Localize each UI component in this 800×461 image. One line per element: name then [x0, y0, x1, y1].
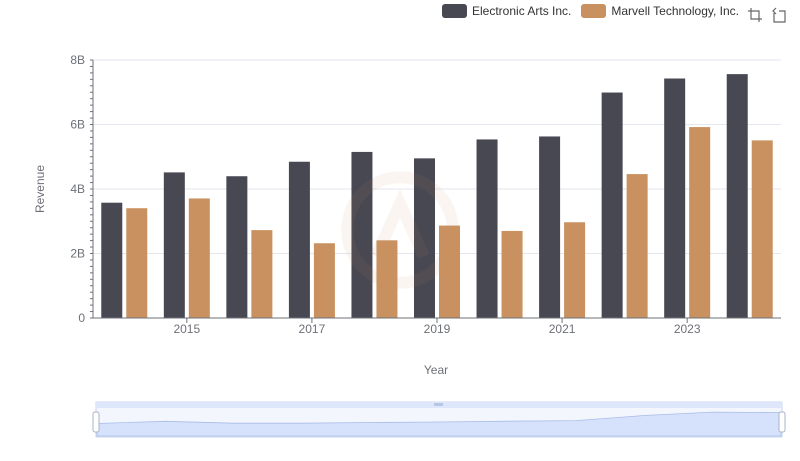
legend-label-electronic-arts: Electronic Arts Inc.	[472, 4, 572, 18]
bar-electronic-arts-2015[interactable]	[163, 172, 185, 318]
x-axis: 2015 2017 2019 2021 2023	[92, 60, 781, 336]
bar-marvell-2023[interactable]	[689, 127, 711, 318]
zoom-handle-right[interactable]	[778, 411, 786, 433]
legend-swatch-electronic-arts	[442, 4, 467, 18]
bar-marvell-2020[interactable]	[501, 230, 523, 318]
y-tick-label: 0	[78, 311, 85, 325]
x-tick-label: 2015	[173, 322, 200, 336]
y-tick-label: 2B	[70, 247, 85, 261]
y-tick-label: 8B	[70, 53, 85, 67]
bar-electronic-arts-2024[interactable]	[726, 74, 748, 318]
y-axis-ticks: 0 2B 4B 6B 8B	[70, 53, 93, 325]
legend-item-electronic-arts[interactable]: Electronic Arts Inc.	[442, 4, 571, 18]
bar-electronic-arts-2014[interactable]	[101, 202, 123, 318]
x-tick-label: 2017	[299, 322, 326, 336]
bar-marvell-2019[interactable]	[439, 225, 460, 318]
bar-electronic-arts-2016[interactable]	[226, 176, 248, 318]
bar-marvell-2024[interactable]	[751, 140, 773, 318]
x-tick-label: 2019	[424, 322, 451, 336]
watermark-logo-icon	[341, 171, 459, 289]
zoom-preview-area	[96, 411, 782, 437]
y-tick-label: 4B	[70, 182, 85, 196]
bar-marvell-2021[interactable]	[564, 222, 586, 318]
bar-marvell-2014[interactable]	[126, 208, 148, 318]
zoom-icon[interactable]	[747, 7, 763, 23]
bar-electronic-arts-2023[interactable]	[664, 78, 686, 318]
bar-marvell-2017[interactable]	[313, 243, 335, 318]
restore-icon[interactable]	[771, 7, 787, 23]
bar-electronic-arts-2019[interactable]	[414, 158, 435, 318]
x-tick-label: 2021	[549, 322, 576, 336]
data-zoom-slider[interactable]	[92, 401, 786, 438]
bar-electronic-arts-2017[interactable]	[288, 161, 310, 318]
bar-marvell-2022[interactable]	[626, 174, 648, 318]
zoom-move-handle[interactable]	[434, 403, 443, 406]
bar-marvell-2016[interactable]	[251, 230, 273, 318]
bar-electronic-arts-2022[interactable]	[601, 92, 623, 318]
y-tick-label: 6B	[70, 118, 85, 132]
bar-electronic-arts-2018[interactable]	[351, 151, 373, 318]
legend-label-marvell: Marvell Technology, Inc.	[611, 4, 739, 18]
toolbox	[747, 7, 787, 23]
bar-electronic-arts-2021[interactable]	[539, 136, 561, 318]
legend-swatch-marvell	[581, 4, 607, 18]
bar-marvell-2015[interactable]	[188, 198, 210, 318]
x-tick-label: 2023	[674, 322, 701, 336]
bar-marvell-2018[interactable]	[376, 240, 398, 318]
legend: Electronic Arts Inc. Marvell Technology,…	[442, 4, 739, 18]
bars	[101, 74, 773, 318]
y-axis-label: Revenue	[33, 165, 47, 213]
x-axis-label: Year	[424, 363, 448, 377]
bar-electronic-arts-2020[interactable]	[476, 139, 498, 318]
legend-item-marvell[interactable]: Marvell Technology, Inc.	[581, 4, 739, 18]
zoom-handle-left[interactable]	[92, 411, 100, 433]
